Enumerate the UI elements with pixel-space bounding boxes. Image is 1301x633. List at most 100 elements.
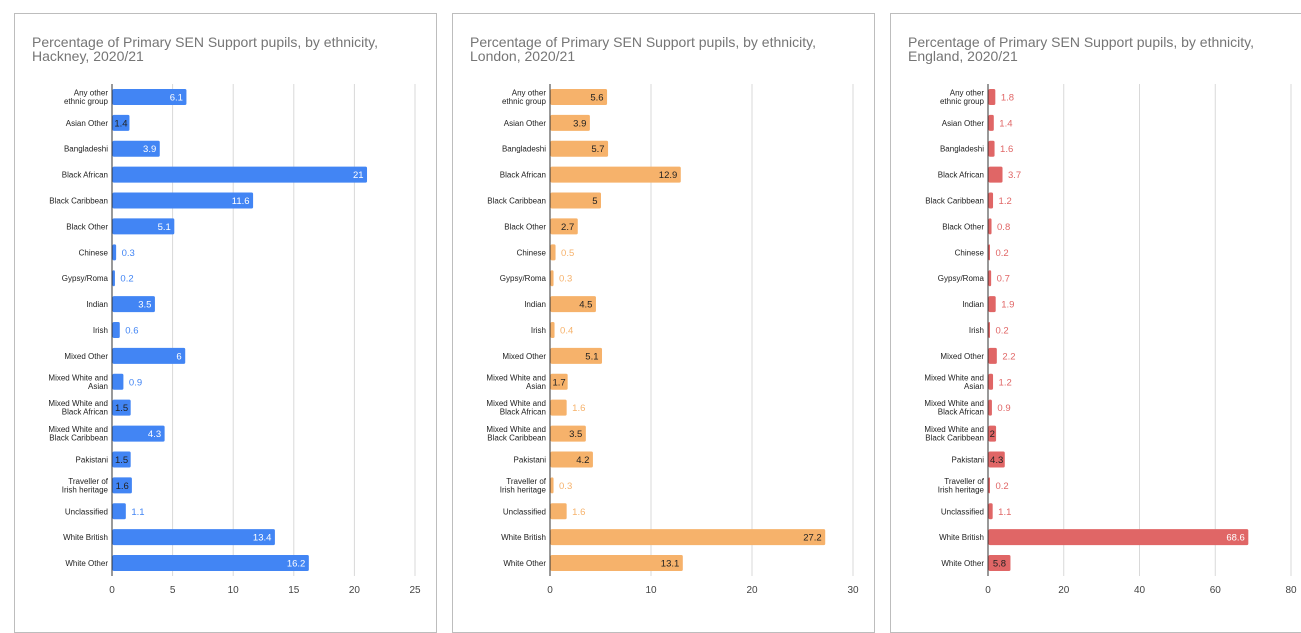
tick-label: 25 [409, 585, 421, 596]
bar-mixed-other [550, 347, 603, 364]
category-label: White British [501, 533, 546, 542]
bar-mixed-white-and-black-caribbean [988, 425, 997, 442]
data-label: 6 [176, 351, 181, 362]
data-label: 4.3 [148, 429, 161, 440]
data-label: 1.8 [1001, 92, 1014, 103]
category-label: Black Other [942, 222, 984, 231]
data-label: 1.1 [998, 507, 1011, 518]
data-label: 0.8 [997, 222, 1010, 233]
data-label: 1.6 [572, 507, 585, 518]
bar-indian [988, 296, 996, 313]
category-label: Pakistani [76, 455, 109, 464]
bar-pakistani [550, 451, 593, 468]
data-label: 11.6 [232, 196, 250, 207]
category-label: Mixed White and Black African [924, 399, 984, 417]
category-label: White British [63, 533, 108, 542]
bar-mixed-white-and-asian [550, 373, 568, 390]
data-label: 1.1 [131, 507, 144, 518]
category-label: White Other [941, 559, 984, 568]
category-label: Bangladeshi [940, 145, 984, 154]
tick-label: 0 [109, 585, 115, 596]
bar-mixed-white-and-black-african [112, 399, 131, 416]
data-label: 13.1 [661, 559, 680, 570]
data-label: 2.2 [1002, 351, 1015, 362]
data-label: 1.7 [552, 377, 565, 388]
data-label: 3.5 [569, 429, 582, 440]
bar-mixed-other [988, 347, 997, 364]
data-label: 1.6 [116, 481, 129, 492]
data-label: 5.7 [591, 144, 604, 155]
category-label: Irish [531, 326, 546, 335]
category-label: Bangladeshi [502, 145, 546, 154]
bar-black-other [988, 218, 992, 235]
chart-title: Percentage of Primary SEN Support pupils… [32, 34, 379, 64]
data-label: 0.2 [996, 481, 1009, 492]
data-label: 0.9 [129, 377, 142, 388]
data-label: 0.2 [120, 274, 133, 285]
bar-any-other-ethnic-group [988, 88, 996, 105]
bar-black-caribbean [112, 192, 254, 209]
category-label: Mixed Other [502, 352, 546, 361]
data-label: 5.8 [993, 559, 1006, 570]
chart-panel-hackney: Percentage of Primary SEN Support pupils… [14, 13, 437, 633]
category-label: White Other [503, 559, 546, 568]
category-label: Any other ethnic group [64, 88, 109, 106]
bar-indian [112, 296, 155, 313]
data-label: 12.9 [659, 170, 678, 181]
category-label: Traveller of Irish heritage [500, 477, 547, 495]
bar-black-caribbean [988, 192, 994, 209]
tick-label: 20 [349, 585, 361, 596]
bar-traveller-of-irish-heritage [550, 477, 554, 494]
bar-asian-other [550, 114, 590, 131]
category-label: Mixed Other [940, 352, 984, 361]
category-label: Pakistani [514, 455, 547, 464]
data-label: 16.2 [287, 559, 306, 570]
chart-title: Percentage of Primary SEN Support pupils… [470, 34, 817, 64]
data-label: 68.6 [1226, 533, 1245, 544]
category-label: Unclassified [503, 507, 546, 516]
tick-label: 40 [1134, 585, 1146, 596]
category-label: Irish [93, 326, 108, 335]
bar-mixed-white-and-asian [112, 373, 124, 390]
tick-label: 60 [1210, 585, 1222, 596]
data-label: 0.3 [122, 248, 135, 259]
bar-asian-other [112, 114, 130, 131]
bar-chart-hackney: 0 5 10 15 20 25 Any other ethnic group 6.1 Asian … [48, 84, 421, 596]
category-label: Traveller of Irish heritage [62, 477, 109, 495]
tick-label: 20 [1058, 585, 1070, 596]
bar-irish [988, 322, 990, 338]
bar-gypsy-roma [550, 270, 554, 287]
bar-traveller-of-irish-heritage [988, 477, 990, 494]
data-label: 1.6 [1000, 144, 1013, 155]
tick-label: 0 [547, 585, 553, 596]
bar-irish [112, 322, 120, 338]
data-label: 4.5 [579, 300, 592, 311]
bar-mixed-white-and-black-caribbean [112, 425, 165, 442]
bar-mixed-white-and-black-african [988, 399, 992, 416]
bar-chart-london: 0 10 20 30 Any other ethnic group 5.6 Asian Oth… [486, 84, 859, 596]
bar-mixed-white-and-black-caribbean [550, 425, 586, 442]
bar-black-african [988, 166, 1003, 183]
category-label: Gypsy/Roma [62, 274, 109, 283]
bar-white-other [550, 555, 683, 572]
category-label: Black Caribbean [49, 197, 108, 206]
tick-label: 15 [288, 585, 300, 596]
category-label: Black Caribbean [925, 197, 984, 206]
category-label: Black Caribbean [487, 197, 546, 206]
data-label: 2 [990, 429, 995, 440]
data-label: 0.5 [561, 248, 574, 259]
bar-black-caribbean [550, 192, 601, 209]
data-label: 4.3 [990, 455, 1003, 466]
category-label: Gypsy/Roma [938, 274, 985, 283]
bar-chart-england: 0 20 40 60 80 Any other ethnic group 1.8 Asian O… [924, 84, 1297, 596]
tick-label: 80 [1285, 585, 1297, 596]
category-label: Mixed White and Black Caribbean [48, 425, 108, 443]
bar-white-british [988, 529, 1249, 546]
data-label: 5.1 [585, 351, 598, 362]
category-label: Indian [86, 300, 108, 309]
data-label: 1.9 [1001, 300, 1014, 311]
category-label: Traveller of Irish heritage [938, 477, 985, 495]
data-label: 1.6 [572, 403, 585, 414]
category-label: Black Other [66, 222, 108, 231]
data-label: 1.4 [999, 118, 1012, 129]
